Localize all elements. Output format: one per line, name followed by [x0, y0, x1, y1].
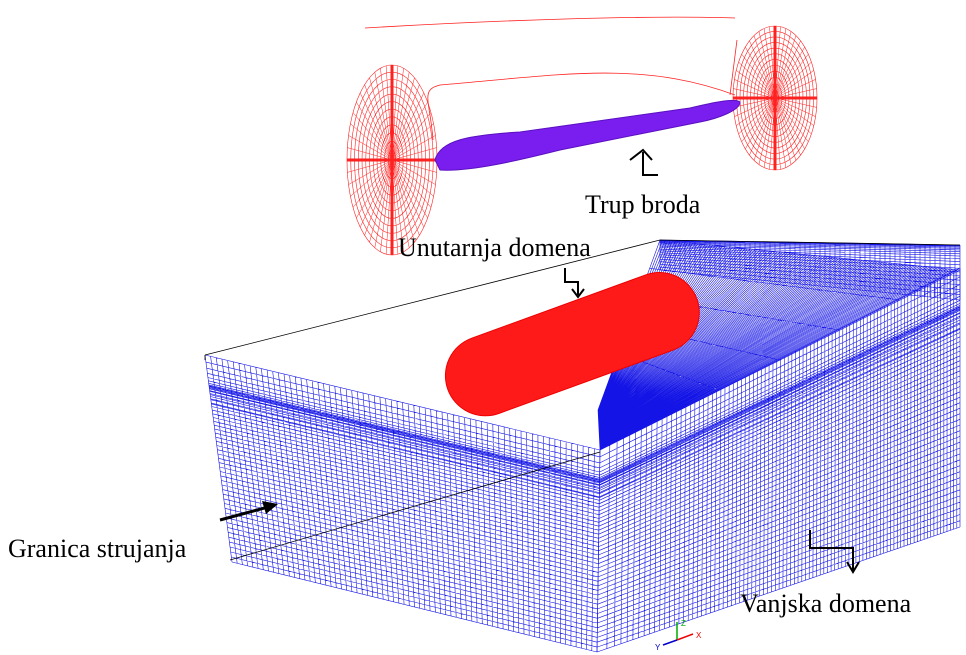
inner-spoke [775, 98, 796, 160]
axis-x: X [696, 631, 702, 640]
arrow-inner [565, 268, 578, 295]
axis-y: Y [655, 643, 661, 652]
inner-spoke [775, 36, 796, 98]
label-inner: Unutarnja domena [398, 233, 591, 262]
arrow-hull-head [630, 150, 652, 160]
inner-spoke [370, 78, 393, 160]
inner-spoke [754, 36, 775, 98]
ship-hull [435, 100, 740, 170]
arrow-hull [643, 152, 658, 175]
inner-spoke [754, 98, 775, 160]
arrow-boundary-head [262, 501, 278, 514]
label-outer: Vanjska domena [740, 589, 912, 618]
label-boundary: Granica strujanja [8, 534, 187, 563]
diagram: Trup broda Unutarnja domena Granica stru… [0, 0, 966, 655]
inner-spoke [392, 78, 415, 160]
inner-spoke [392, 160, 415, 242]
axis-z: Z [681, 619, 686, 628]
inner-spoke [370, 160, 393, 242]
label-hull: Trup broda [585, 190, 701, 219]
